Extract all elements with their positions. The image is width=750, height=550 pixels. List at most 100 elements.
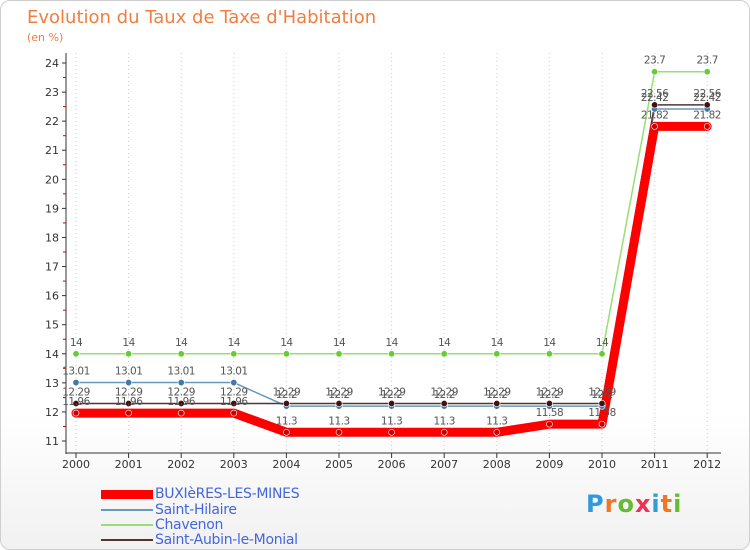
logo-letter: x bbox=[634, 490, 652, 518]
y-tick-label: 17 bbox=[45, 261, 59, 274]
data-point bbox=[72, 399, 80, 407]
data-point bbox=[493, 350, 501, 358]
proxiti-logo: Proxiti bbox=[586, 490, 682, 518]
data-label: 14 bbox=[122, 337, 135, 349]
data-label: 14 bbox=[228, 337, 241, 349]
data-label: 21.82 bbox=[641, 109, 669, 121]
y-tick-label: 12 bbox=[45, 406, 59, 419]
data-point bbox=[230, 399, 238, 407]
x-tick-label: 2008 bbox=[483, 458, 511, 471]
data-point bbox=[177, 379, 185, 387]
y-tick-label: 18 bbox=[45, 231, 59, 244]
data-point bbox=[177, 350, 185, 358]
x-tick-label: 2009 bbox=[535, 458, 563, 471]
data-label: 12.29 bbox=[536, 386, 564, 398]
logo-letter: o bbox=[617, 490, 635, 518]
legend-item: BUXIèRES-LES-MINES bbox=[101, 486, 300, 502]
x-tick-label: 2003 bbox=[220, 458, 248, 471]
data-point bbox=[651, 68, 659, 76]
data-label: 13.01 bbox=[115, 366, 143, 378]
legend-label: BUXIèRES-LES-MINES bbox=[155, 486, 300, 502]
data-label: 13.01 bbox=[167, 366, 195, 378]
data-point bbox=[440, 399, 448, 407]
data-point bbox=[545, 399, 553, 407]
data-label: 23.7 bbox=[697, 55, 718, 67]
data-label: 12.2 bbox=[539, 389, 560, 401]
data-label: 11.3 bbox=[434, 415, 455, 427]
data-point bbox=[335, 350, 343, 358]
data-label: 11.58 bbox=[536, 407, 564, 419]
y-tick-label: 24 bbox=[45, 57, 59, 70]
data-label: 22.42 bbox=[641, 92, 669, 104]
data-point bbox=[125, 350, 133, 358]
y-tick-label: 22 bbox=[45, 115, 59, 128]
data-label: 14 bbox=[491, 337, 504, 349]
data-label: 14 bbox=[543, 337, 556, 349]
x-tick-label: 2002 bbox=[167, 458, 195, 471]
x-tick-label: 2010 bbox=[588, 458, 616, 471]
data-label: 14 bbox=[385, 337, 398, 349]
y-tick-label: 11 bbox=[45, 435, 59, 448]
y-tick-label: 23 bbox=[45, 86, 59, 99]
data-point bbox=[651, 101, 659, 109]
data-point bbox=[125, 409, 132, 417]
logo-letter: i bbox=[673, 490, 683, 518]
y-tick-label: 19 bbox=[45, 202, 59, 215]
data-point bbox=[388, 350, 396, 358]
data-point bbox=[440, 350, 448, 358]
data-point bbox=[177, 399, 185, 407]
x-tick-label: 2005 bbox=[325, 458, 353, 471]
data-label: 12.2 bbox=[591, 389, 612, 401]
data-point bbox=[72, 379, 80, 387]
data-label: 12.2 bbox=[381, 389, 402, 401]
data-point bbox=[703, 123, 711, 130]
logo-letter: t bbox=[660, 490, 674, 518]
y-tick-label: 15 bbox=[45, 319, 59, 332]
data-point bbox=[282, 399, 290, 407]
data-point bbox=[545, 350, 553, 358]
data-point bbox=[282, 350, 290, 358]
data-point bbox=[651, 123, 658, 130]
legend-item: Chavenon bbox=[101, 517, 223, 533]
data-label: 13.01 bbox=[220, 366, 248, 378]
data-label: 11.96 bbox=[167, 396, 195, 408]
data-point bbox=[493, 399, 501, 407]
data-label: 12.29 bbox=[167, 386, 195, 398]
data-point bbox=[230, 350, 238, 358]
data-label: 12.2 bbox=[328, 389, 349, 401]
data-label: 11.96 bbox=[62, 396, 90, 408]
data-label: 11.96 bbox=[115, 396, 143, 408]
y-tick-label: 21 bbox=[45, 144, 59, 157]
data-label: 14 bbox=[70, 337, 83, 349]
data-point bbox=[72, 409, 80, 417]
data-point bbox=[546, 420, 553, 428]
data-label: 11.3 bbox=[328, 415, 349, 427]
x-tick-label: 2001 bbox=[115, 458, 143, 471]
data-point bbox=[335, 399, 343, 407]
legend-label: Saint-Hilaire bbox=[155, 502, 237, 518]
logo-letter: i bbox=[651, 490, 661, 518]
x-tick-label: 2007 bbox=[430, 458, 458, 471]
data-point bbox=[703, 101, 711, 109]
data-label: 23.7 bbox=[644, 55, 665, 67]
data-label: 12.29 bbox=[115, 386, 143, 398]
data-point bbox=[230, 409, 238, 417]
legend-swatch bbox=[101, 489, 153, 499]
data-point bbox=[125, 399, 133, 407]
data-label: 11.3 bbox=[276, 415, 297, 427]
data-point bbox=[598, 350, 606, 358]
y-tick-label: 13 bbox=[45, 377, 59, 390]
x-tick-label: 2012 bbox=[693, 458, 721, 471]
data-label: 14 bbox=[280, 337, 293, 349]
legend-swatch bbox=[101, 539, 153, 541]
data-point bbox=[493, 428, 501, 436]
data-point bbox=[598, 420, 606, 428]
logo-letter: P bbox=[586, 490, 605, 518]
data-label: 14 bbox=[175, 337, 188, 349]
x-tick-label: 2004 bbox=[272, 458, 300, 471]
x-tick-label: 2000 bbox=[62, 458, 90, 471]
data-label: 11.3 bbox=[486, 415, 507, 427]
data-label: 11.96 bbox=[220, 396, 248, 408]
data-point bbox=[388, 399, 396, 407]
